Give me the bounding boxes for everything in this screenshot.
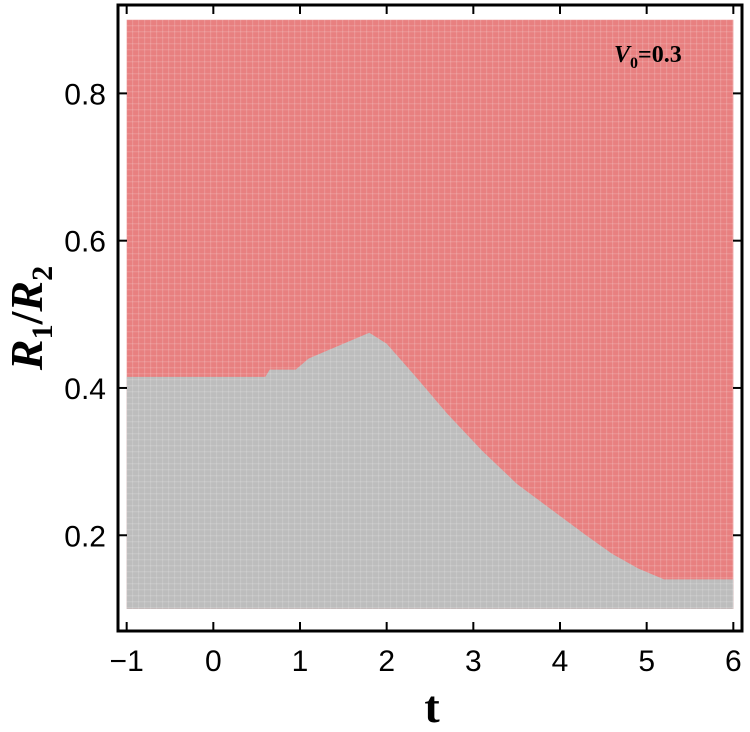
y-title-slash: /	[1, 310, 52, 325]
y-tick-label: 0.4	[64, 373, 106, 406]
x-tick-label: 6	[725, 645, 742, 678]
region-lower	[126, 332, 734, 609]
annotation: V0=0.3	[614, 42, 682, 72]
y-title-sub2: 2	[26, 266, 59, 281]
y-tick-label: 0.6	[64, 226, 106, 259]
x-ticks: −1 0 1 2 3 4 5 6	[110, 5, 742, 678]
x-tick-label: 0	[205, 645, 222, 678]
x-tick-label: 4	[552, 645, 569, 678]
y-title-sub1: 1	[26, 324, 59, 339]
x-tick-label: 3	[465, 645, 482, 678]
y-title-base1: R	[1, 339, 52, 371]
grid-texture	[126, 19, 734, 609]
annotation-rest: =0.3	[638, 42, 682, 68]
y-axis-title: R1/R2	[1, 266, 59, 371]
y-tick-label: 0.2	[64, 520, 106, 553]
x-tick-label: 1	[292, 645, 309, 678]
x-axis-title: t	[424, 681, 440, 732]
x-tick-label: −1	[110, 645, 144, 678]
annotation-sub: 0	[630, 55, 638, 72]
x-tick-label: 2	[378, 645, 395, 678]
regions	[126, 19, 734, 609]
y-ticks: 0.2 0.4 0.6 0.8	[64, 78, 742, 553]
y-title-base2: R	[1, 281, 52, 313]
annotation-base: V	[614, 42, 632, 68]
x-tick-label: 5	[638, 645, 655, 678]
y-tick-label: 0.8	[64, 78, 106, 111]
